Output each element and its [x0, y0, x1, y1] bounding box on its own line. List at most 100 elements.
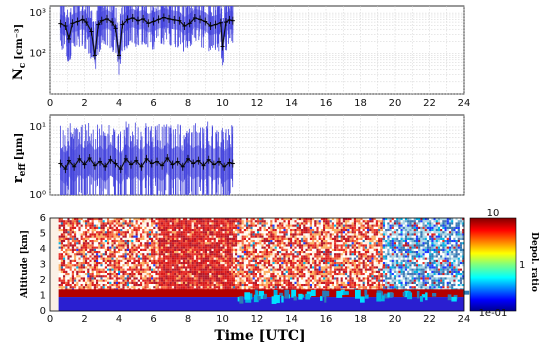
heatmap-cell — [327, 251, 330, 254]
heatmap-cell — [222, 275, 225, 278]
heatmap-cell — [115, 257, 119, 260]
heatmap-cell — [263, 229, 266, 232]
heatmap-cell — [96, 231, 99, 234]
heatmap-cell — [340, 222, 343, 225]
heatmap-cell — [314, 226, 317, 229]
heatmap-cell — [254, 281, 258, 284]
heatmap-cell — [307, 279, 310, 282]
heatmap-cell — [224, 248, 227, 251]
heatmap-cell — [96, 275, 99, 278]
heatmap-cell — [71, 226, 75, 229]
heatmap-cell — [126, 277, 130, 280]
heatmap-cell — [298, 244, 302, 247]
heatmap-cell — [202, 270, 205, 273]
heatmap-cell — [279, 251, 282, 254]
heatmap-cell — [331, 281, 335, 284]
heatmap-cell — [89, 248, 92, 251]
heatmap-cell — [231, 222, 234, 225]
heatmap-cell — [126, 235, 130, 238]
heatmap-cell — [171, 273, 175, 276]
heatmap-cell — [263, 246, 266, 249]
heatmap-cell — [309, 233, 313, 236]
heatmap-cell — [338, 286, 341, 289]
heatmap-cell — [211, 244, 214, 247]
heatmap-cell — [131, 281, 134, 284]
heatmap-cell — [331, 255, 335, 258]
heatmap-cell — [200, 266, 203, 269]
heatmap-cell — [287, 255, 291, 258]
heatmap-cell — [200, 281, 203, 284]
heatmap-cell — [58, 240, 61, 243]
heatmap-cell — [118, 259, 121, 262]
heatmap-cell — [209, 220, 212, 223]
heatmap-cell — [63, 246, 66, 249]
heatmap-cell — [82, 237, 86, 240]
heatmap-cell — [100, 273, 103, 276]
heatmap-cell — [301, 273, 304, 276]
heatmap-cell — [239, 240, 242, 243]
heatmap-cell — [174, 244, 177, 247]
heatmap-cell — [290, 222, 293, 225]
heatmap-cell — [91, 279, 94, 282]
heatmap-cell — [222, 281, 225, 284]
heatmap-cell — [126, 233, 130, 236]
heatmap-cell — [193, 259, 197, 262]
heatmap-cell — [294, 266, 297, 269]
heatmap-cell — [296, 273, 299, 276]
heatmap-cell — [327, 222, 330, 225]
heatmap-cell — [237, 255, 240, 258]
heatmap-cell — [104, 275, 108, 278]
heatmap-cell — [126, 224, 130, 227]
heatmap-cell — [239, 281, 242, 284]
heatmap-cell — [243, 233, 247, 236]
heatmap-cell — [211, 248, 214, 251]
heatmap-cell — [265, 240, 269, 243]
heatmap-cell — [89, 262, 92, 265]
heatmap-cell — [250, 242, 253, 245]
heatmap-cell — [104, 255, 108, 258]
heatmap-cell — [327, 279, 330, 282]
heatmap-cell — [142, 286, 145, 289]
heatmap-cell — [65, 237, 68, 240]
heatmap-cell — [96, 242, 99, 245]
heatmap-cell — [296, 284, 299, 287]
heatmap-cell — [63, 237, 66, 240]
heatmap-cell — [133, 279, 136, 282]
heatmap-cell — [303, 251, 306, 254]
heatmap-cell — [137, 257, 141, 260]
heatmap-cell — [211, 229, 214, 232]
heatmap-cell — [133, 262, 136, 265]
heatmap-cell — [135, 235, 138, 238]
heatmap-cell — [237, 281, 240, 284]
heatmap-cell — [137, 246, 141, 249]
heatmap-cell — [252, 253, 255, 256]
heatmap-cell — [69, 268, 72, 271]
heatmap-cell — [113, 266, 116, 269]
heatmap-cell — [189, 229, 192, 232]
heatmap-cell — [118, 237, 121, 240]
heatmap-cell — [334, 226, 337, 229]
heatmap-cell — [185, 286, 188, 289]
heatmap-cell — [67, 237, 70, 240]
heatmap-cell — [248, 273, 251, 276]
heatmap-cell — [142, 284, 145, 287]
heatmap-cell — [185, 273, 188, 276]
heatmap-cell — [113, 286, 116, 289]
heatmap-cell — [176, 218, 179, 221]
heatmap-cell — [109, 237, 112, 240]
heatmap-cell — [160, 268, 164, 271]
heatmap-cell — [279, 268, 282, 271]
heatmap-cell — [115, 259, 119, 262]
heatmap-cell — [165, 281, 168, 284]
heatmap-cell — [113, 224, 116, 227]
heatmap-cell — [329, 286, 332, 289]
heatmap-cell — [323, 281, 326, 284]
heatmap-cell — [122, 224, 125, 227]
heatmap-cell — [259, 244, 262, 247]
heatmap-cell — [211, 279, 214, 282]
heatmap-cell — [165, 218, 168, 221]
heatmap-cell — [118, 242, 121, 245]
heatmap-cell — [169, 231, 172, 234]
heatmap-cell — [180, 218, 183, 221]
heatmap-cell — [126, 244, 130, 247]
